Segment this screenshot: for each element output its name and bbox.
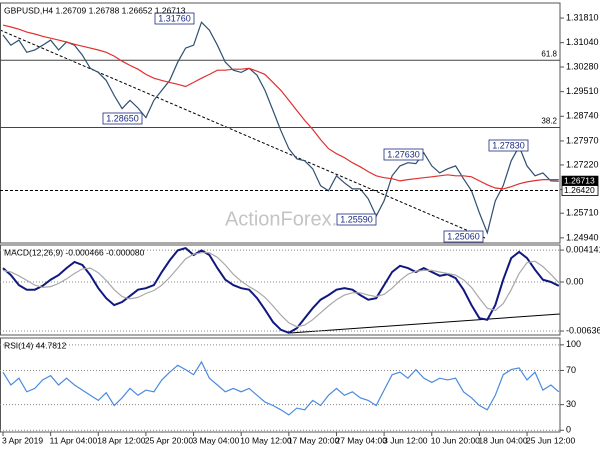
y-tick-label: 1.27970 bbox=[566, 135, 599, 145]
x-tick-label: 3 Apr 2019 bbox=[2, 435, 43, 445]
annotation: 1.27630 bbox=[387, 149, 420, 159]
panel-title: RSI(14) 44.7812 bbox=[4, 340, 67, 350]
price-label: 1.26713 bbox=[564, 175, 595, 185]
y-tick-label: 100 bbox=[566, 339, 581, 349]
annotation: 1.27830 bbox=[492, 140, 525, 150]
fib-label: 38.2 bbox=[541, 117, 557, 126]
price-box bbox=[561, 185, 599, 196]
x-tick-label: 3 Jun 12:00 bbox=[383, 435, 428, 445]
panel-frame bbox=[0, 244, 561, 336]
annotation: 1.25590 bbox=[340, 214, 373, 224]
series-line bbox=[2, 246, 560, 334]
panel-frame bbox=[0, 2, 561, 244]
panel-frame bbox=[0, 337, 561, 433]
y-tick-label: -0.006365 bbox=[566, 325, 600, 335]
x-tick-label: 25 Apr 20:00 bbox=[145, 435, 193, 445]
y-tick-label: 0.00 bbox=[566, 276, 584, 286]
y-tick-label: 30 bbox=[566, 399, 576, 409]
y-tick-label: 0 bbox=[566, 425, 571, 435]
macd-trend-line bbox=[289, 313, 561, 334]
y-tick-label: 0.004141 bbox=[566, 244, 600, 254]
annotation-box bbox=[102, 112, 143, 125]
x-tick-label: 25 Jun 12:00 bbox=[526, 435, 575, 445]
panel-title: MACD(12,26,9) -0.000466 -0.000080 bbox=[4, 247, 145, 257]
annotation-box bbox=[336, 213, 377, 226]
x-tick-label: 18 Jun 04:00 bbox=[478, 435, 527, 445]
y-tick-label: 70 bbox=[566, 365, 576, 375]
price-label: 1.26420 bbox=[564, 185, 595, 195]
trend-line bbox=[0, 29, 486, 239]
y-tick-label: 1.25710 bbox=[566, 208, 599, 218]
annotation-box bbox=[154, 12, 195, 25]
x-tick-label: 3 May 04:00 bbox=[193, 435, 240, 445]
y-tick-label: 1.24940 bbox=[566, 232, 599, 242]
y-tick-label: 1.31810 bbox=[566, 12, 599, 22]
series-line bbox=[2, 252, 560, 328]
x-tick-label: 10 May 12:00 bbox=[240, 435, 292, 445]
x-tick-label: 11 Apr 04:00 bbox=[50, 435, 98, 445]
x-tick-label: 18 Apr 12:00 bbox=[97, 435, 145, 445]
y-tick-label: 1.27220 bbox=[566, 159, 599, 169]
x-tick-label: 10 Jun 20:00 bbox=[431, 435, 480, 445]
y-tick-label: 1.30280 bbox=[566, 61, 599, 71]
annotation: 1.31760 bbox=[158, 13, 191, 23]
y-tick-label: 1.29510 bbox=[566, 86, 599, 96]
x-tick-label: 27 May 04:00 bbox=[335, 435, 387, 445]
y-tick-label: 1.28740 bbox=[566, 111, 599, 121]
annotation-box bbox=[488, 139, 529, 152]
series-line bbox=[2, 360, 560, 416]
y-tick-label: 1.31040 bbox=[566, 37, 599, 47]
annotation-box bbox=[443, 230, 484, 243]
annotation: 1.25060 bbox=[447, 231, 480, 241]
series-line bbox=[2, 21, 559, 235]
annotation: 1.28650 bbox=[106, 113, 139, 123]
fib-label: 61.8 bbox=[541, 49, 557, 58]
annotation-box bbox=[383, 148, 424, 161]
x-tick-label: 17 May 20:00 bbox=[288, 435, 340, 445]
panel-title: GBPUSD,H4 1.26709 1.26788 1.26652 1.2671… bbox=[4, 5, 186, 15]
series-line bbox=[2, 24, 559, 190]
